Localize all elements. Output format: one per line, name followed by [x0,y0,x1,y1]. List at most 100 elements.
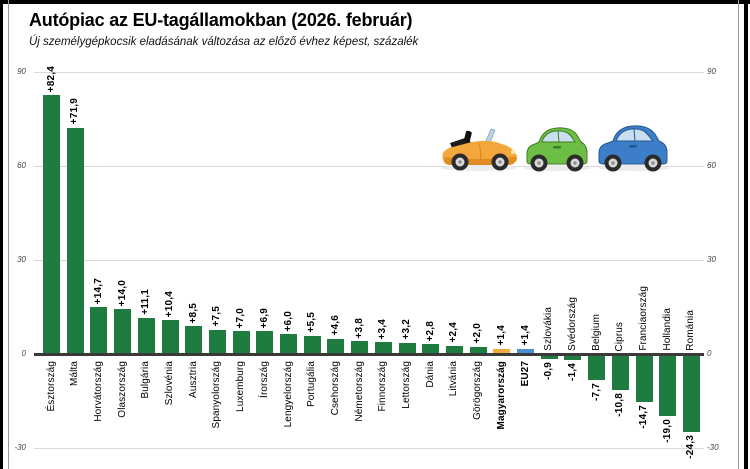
bar-category-label: Észtország [45,361,57,412]
bar-category-label: Bulgária [140,361,152,399]
bar-írország [256,331,274,353]
bar-value-label: +7,0 [235,307,247,329]
bar-category-label: Görögország [472,361,484,420]
bar-category-label: Lengyelország [282,361,294,428]
bar-németország [351,341,369,353]
bar-value-label: +6,0 [282,310,294,332]
bar-category-label: Szlovákia [543,307,555,351]
bar-category-label: EU27 [519,361,531,387]
bar-value-label: -1,4 [566,363,578,382]
bar-category-label: Litvánia [448,361,460,397]
bar-value-label: +6,9 [258,307,270,329]
frame-right-outer [744,0,748,469]
y-tick-left-60: 60 [17,161,26,170]
bar-szlovákia [540,356,558,359]
bar-value-label: +10,4 [164,291,175,318]
bar-category-label: Luxemburg [235,361,247,412]
convertible-car-icon [441,128,517,171]
bar-value-label: +1,4 [495,325,507,346]
bar-category-label: Olaszország [116,361,128,418]
bar-lengyelország [280,334,297,353]
bar-value-label: +2,4 [448,321,460,343]
bar-ciprus [611,356,629,390]
bar-finnország [374,342,392,353]
bar-görögország [469,346,487,353]
bar-value-label: +8,5 [187,302,199,324]
bar-category-label: Magyarország [495,361,507,430]
bar-category-label: Málta [69,361,81,386]
bar-value-label: +3,8 [353,317,365,339]
bar-category-label: Lettország [401,361,412,409]
bar-bulgária [137,318,155,353]
bar-belgium [588,356,606,381]
y-tick-right-0: 0 [707,349,712,358]
wheel-icon [604,154,662,172]
bar-value-label: +14,0 [116,279,128,307]
y-tick-left--30: -30 [14,443,26,452]
bar-észtország [43,94,60,353]
bar-category-label: Horvátország [92,361,104,422]
bar-category-label: Ausztria [187,361,199,398]
bar-eu27 [517,348,534,353]
bar-value-label: +1,4 [519,325,531,346]
y-tick-right-30: 30 [707,255,716,264]
bar-category-label: Spanyolország [211,361,223,429]
y-tick-left-0: 0 [21,349,26,358]
hatchback-car-icon-blue [598,125,670,172]
bar-value-label: +3,4 [377,318,389,340]
bar-value-label: +3,2 [401,319,412,340]
bar-value-label: +71,9 [69,98,81,125]
hatchback-car-icon-green [524,127,590,172]
bar-category-label: Hollandia [661,308,673,351]
bar-value-label: +14,7 [92,277,104,304]
wheel-icon [451,153,509,171]
bar-spanyolország [208,329,226,353]
bar-value-label: -10,8 [614,392,626,417]
bar-value-label: -24,3 [685,435,697,459]
bar-litvánia [445,345,463,353]
bar-value-label: +2,0 [472,323,484,344]
bar-category-label: Belgium [590,314,602,351]
bar-category-label: Csehország [329,361,341,416]
y-tick-right--30: -30 [707,443,719,452]
bar-value-label: +82,4 [45,65,57,92]
bar-luxemburg [232,331,250,353]
bar-category-label: Finnország [377,361,389,412]
gridline-90 [34,72,704,73]
bar-magyarország [493,348,511,353]
gridline-60 [34,166,704,167]
gridline--30 [34,448,704,449]
y-tick-left-30: 30 [17,255,26,264]
bar-románia [682,356,700,433]
cars-illustration [441,125,670,172]
frame-top [0,0,750,4]
bar-dánia [422,344,440,353]
bar-category-label: Franciaország [638,286,649,351]
bar-franciaország [635,356,653,403]
bar-category-label: Dánia [424,361,436,388]
y-tick-right-90: 90 [707,67,716,76]
wheel-icon [530,154,584,172]
bar-málta [66,127,84,353]
bar-value-label: -14,7 [638,405,649,429]
page-subtitle: Új személygépkocsik eladásának változása… [29,36,419,48]
bar-category-label: Szlovénia [164,361,175,406]
bar-value-label: -7,7 [590,383,602,402]
bar-lettország [398,343,416,353]
frame-left-inner [8,0,9,469]
bar-value-label: +4,6 [329,315,341,336]
bar-value-label: +11,1 [140,289,152,316]
bar-ausztria [185,326,203,353]
bar-value-label: +5,5 [306,312,318,333]
bar-category-label: Portugália [306,361,318,408]
bar-value-label: +7,5 [211,305,223,327]
bar-portugália [303,335,321,353]
gridline-30 [34,260,704,261]
y-tick-right-60: 60 [707,161,716,170]
bar-category-label: Svédország [566,297,578,351]
page-title: Autópiac az EU-tagállamokban (2026. febr… [29,10,413,30]
x-axis-line [34,353,704,356]
frame-right-inner [738,0,739,469]
bar-value-label: -19,0 [661,418,673,443]
